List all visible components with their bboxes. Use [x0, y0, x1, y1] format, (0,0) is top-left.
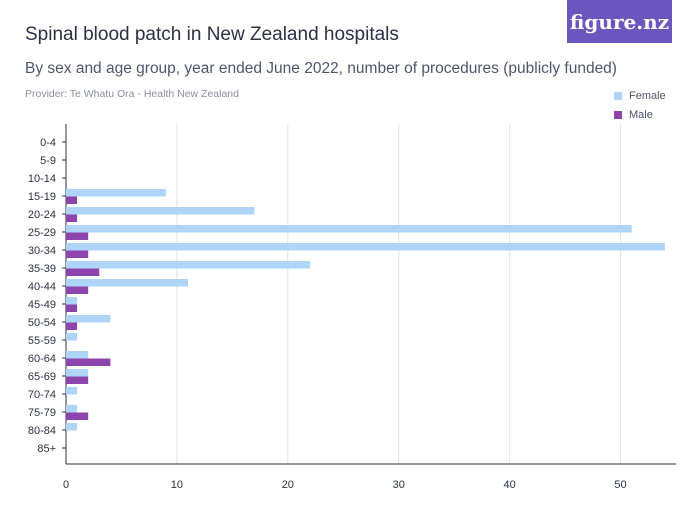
y-category-label: 75-79: [28, 407, 56, 419]
x-tick-label: 50: [614, 479, 626, 491]
bar-male: [66, 412, 89, 420]
bar-female: [66, 387, 78, 395]
bar-female: [66, 351, 89, 359]
bar-female: [66, 423, 78, 431]
legend-label-female: Female: [629, 89, 666, 102]
bar-male: [66, 322, 78, 330]
bar-female: [66, 297, 78, 305]
legend-item-male: Male: [614, 105, 666, 124]
chart-legend: Female Male: [614, 86, 666, 124]
y-category-label: 0-4: [40, 137, 56, 149]
bar-female: [66, 333, 78, 341]
bar-female: [66, 189, 166, 197]
y-category-label: 15-19: [28, 191, 56, 203]
bar-male: [66, 268, 100, 276]
y-category-label: 65-69: [28, 371, 56, 383]
y-category-label: 50-54: [28, 317, 56, 329]
bar-female: [66, 279, 188, 287]
bar-female: [66, 405, 78, 413]
y-category-label: 30-34: [28, 245, 56, 257]
legend-swatch-female: [614, 91, 622, 100]
legend-swatch-male: [614, 110, 622, 119]
y-category-label: 35-39: [28, 263, 56, 275]
bar-female: [66, 243, 665, 251]
chart-subtitle: By sex and age group, year ended June 20…: [25, 60, 617, 77]
y-category-label: 20-24: [28, 209, 56, 221]
bar-female: [66, 315, 111, 323]
bar-female: [66, 369, 89, 377]
x-tick-label: 20: [282, 479, 294, 491]
brand-logo[interactable]: figure.nz: [567, 0, 672, 43]
y-category-label: 10-14: [28, 173, 56, 185]
bar-male: [66, 286, 89, 294]
chart-title: Spinal blood patch in New Zealand hospit…: [25, 24, 399, 45]
y-category-label: 85+: [37, 443, 56, 455]
bar-male: [66, 250, 89, 258]
x-tick-label: 40: [504, 479, 516, 491]
y-category-label: 45-49: [28, 299, 56, 311]
bar-male: [66, 232, 89, 240]
x-tick-label: 30: [393, 479, 405, 491]
bar-female: [66, 261, 310, 269]
bar-female: [66, 225, 632, 233]
bar-male: [66, 358, 111, 366]
data-provider: Provider: Te Whatu Ora - Health New Zeal…: [25, 88, 239, 100]
legend-item-female: Female: [614, 86, 666, 105]
y-category-label: 70-74: [28, 389, 56, 401]
y-category-label: 40-44: [28, 281, 56, 293]
x-tick-label: 0: [63, 479, 69, 491]
y-category-label: 55-59: [28, 335, 56, 347]
bar-male: [66, 214, 78, 222]
bar-male: [66, 196, 78, 204]
bar-male: [66, 376, 89, 384]
y-category-label: 80-84: [28, 425, 56, 437]
legend-label-male: Male: [629, 108, 653, 121]
bar-male: [66, 304, 78, 312]
bar-female: [66, 207, 255, 215]
y-category-label: 25-29: [28, 227, 56, 239]
y-category-label: 60-64: [28, 353, 56, 365]
y-category-label: 5-9: [40, 155, 56, 167]
x-tick-label: 10: [171, 479, 183, 491]
